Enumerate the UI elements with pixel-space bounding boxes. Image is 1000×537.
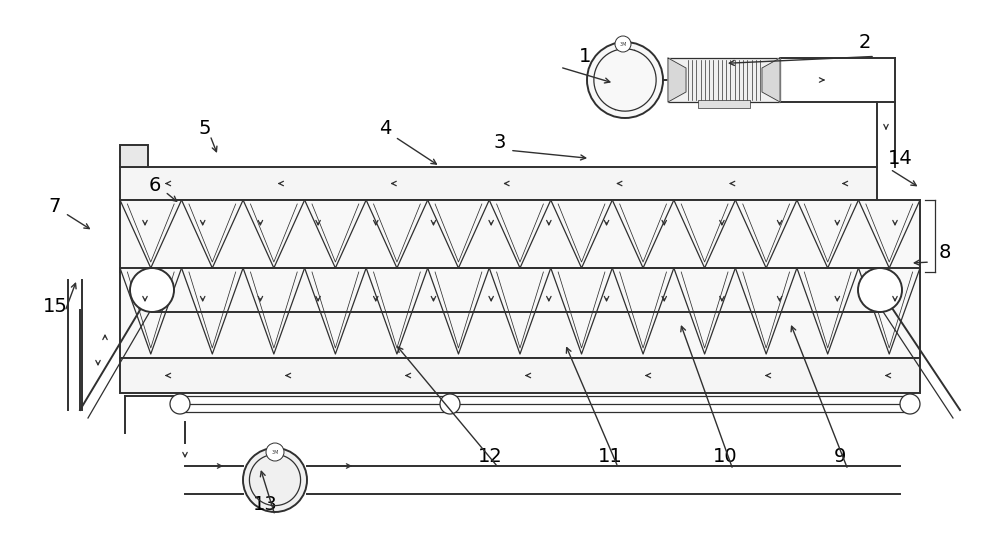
Text: 2: 2: [859, 33, 871, 53]
Bar: [120, 358, 920, 393]
Text: 11: 11: [598, 447, 622, 466]
Text: 7: 7: [49, 197, 61, 216]
Circle shape: [440, 394, 460, 414]
Text: 8: 8: [939, 243, 951, 262]
Polygon shape: [668, 58, 686, 102]
Bar: [120, 167, 877, 200]
Text: 13: 13: [253, 495, 277, 514]
Bar: [120, 268, 920, 358]
Circle shape: [587, 42, 663, 118]
Text: 3M: 3M: [619, 41, 627, 47]
Text: 3M: 3M: [271, 449, 279, 454]
Bar: [698, 100, 750, 108]
Bar: [668, 58, 780, 102]
Text: 5: 5: [199, 119, 211, 139]
Text: 12: 12: [478, 447, 502, 466]
Text: 3: 3: [494, 133, 506, 152]
Bar: [120, 145, 148, 167]
Circle shape: [615, 36, 631, 52]
Text: 4: 4: [379, 119, 391, 139]
Circle shape: [858, 268, 902, 312]
Polygon shape: [762, 58, 780, 102]
Circle shape: [266, 443, 284, 461]
Text: 1: 1: [579, 47, 591, 66]
Text: 6: 6: [149, 176, 161, 195]
Circle shape: [130, 268, 174, 312]
Circle shape: [170, 394, 190, 414]
Circle shape: [243, 448, 307, 512]
Circle shape: [900, 394, 920, 414]
Text: 9: 9: [834, 447, 846, 466]
Bar: [120, 200, 920, 272]
Text: 10: 10: [713, 447, 737, 466]
Text: 15: 15: [43, 296, 67, 316]
Text: 14: 14: [888, 149, 912, 168]
